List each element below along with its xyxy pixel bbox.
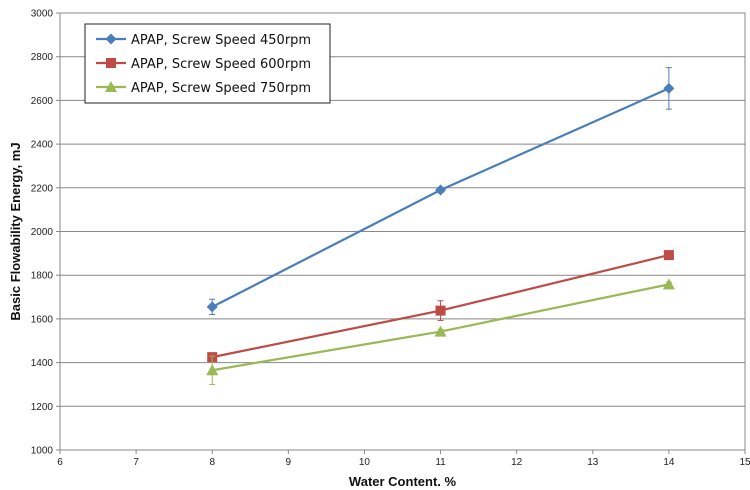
data-point [206, 301, 218, 313]
series-triangle [206, 278, 675, 385]
x-tick-label: 9 [286, 457, 292, 468]
series-line [211, 87, 670, 308]
y-tick-label: 2000 [31, 227, 54, 238]
legend-item: APAP, Screw Speed 450rpm [96, 33, 311, 48]
x-tick-label: 8 [209, 457, 215, 468]
x-axis-ticks: 6 7 8 9 10 11 12 13 14 15 [57, 450, 750, 468]
series-layer [206, 67, 675, 385]
data-point [435, 305, 446, 316]
legend-marker [105, 81, 117, 92]
x-tick-label: 13 [587, 457, 599, 468]
legend-label: APAP, Screw Speed 450rpm [131, 33, 311, 48]
y-tick-label: 1600 [31, 314, 54, 325]
legend: APAP, Screw Speed 450rpm APAP, Screw Spee… [84, 23, 331, 104]
plot-area-border [59, 12, 746, 451]
x-tick-label: 6 [57, 457, 63, 468]
x-tick-label: 7 [133, 457, 139, 468]
data-point [662, 278, 675, 290]
series-square [207, 250, 674, 363]
x-tick-label: 14 [663, 457, 675, 468]
x-tick-label: 11 [435, 457, 446, 468]
y-tick-label: 1000 [31, 446, 54, 457]
data-point [435, 184, 447, 196]
legend-item: APAP, Screw Speed 750rpm [96, 81, 311, 96]
y-tick-label: 2200 [31, 183, 54, 194]
legend-label: APAP, Screw Speed 750rpm [131, 81, 311, 96]
legend-marker [105, 33, 117, 45]
y-tick-label: 1800 [31, 271, 54, 282]
x-tick-label: 12 [511, 457, 523, 468]
x-tick-label: 15 [739, 457, 750, 468]
legend-item: APAP, Screw Speed 600rpm [96, 57, 311, 72]
legend-label: APAP, Screw Speed 600rpm [131, 57, 311, 72]
data-point [434, 325, 447, 337]
data-point [663, 82, 675, 94]
y-tick-label: 2600 [31, 96, 54, 107]
x-axis-label: Water Content. % [349, 474, 457, 489]
legend-marker [106, 58, 116, 68]
y-tick-label: 2400 [31, 140, 54, 151]
y-tick-label: 1400 [31, 358, 54, 369]
y-axis-label: Basic Flowability Energy, mJ [8, 142, 23, 320]
data-point [663, 250, 674, 261]
y-tick-label: 2800 [31, 52, 54, 63]
y-tick-label: 3000 [31, 9, 54, 20]
data-point [206, 364, 219, 376]
y-tick-label: 1200 [31, 402, 54, 413]
x-tick-label: 10 [359, 457, 371, 468]
series-diamond [206, 67, 675, 316]
y-axis-ticks: 1000 1200 1400 1600 1800 2000 2200 2400 2600 2800… [31, 9, 60, 457]
